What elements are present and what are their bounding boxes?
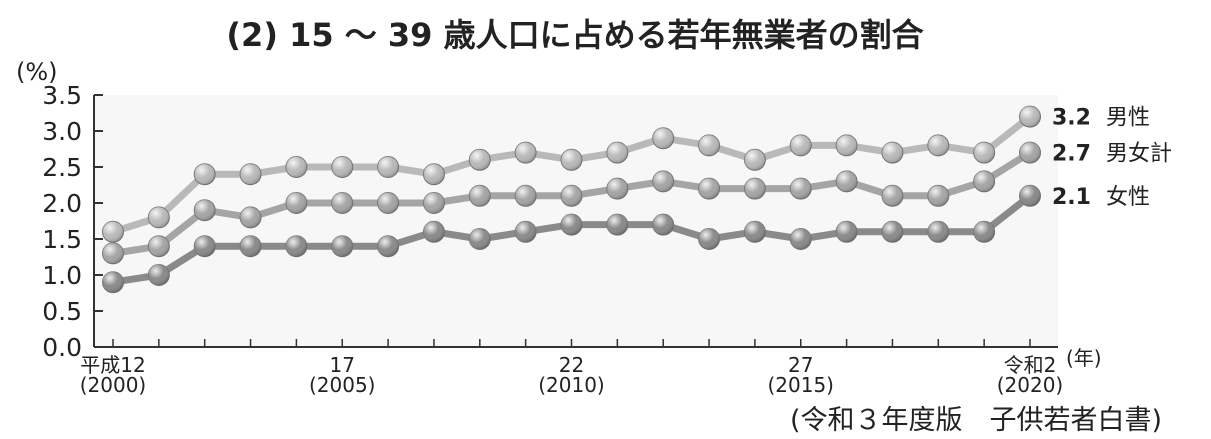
data-point-shading [927, 134, 949, 156]
x-tick-year: (2005) [309, 373, 376, 397]
data-point-shading [194, 199, 216, 221]
data-point-shading [973, 170, 995, 192]
chart-title: (2) 15 〜 39 歳人口に占める若年無業者の割合 [226, 16, 923, 54]
y-axis-label: (%) [16, 58, 58, 86]
data-point-shading [285, 235, 307, 257]
series-name-label: 男性 [1106, 106, 1150, 131]
data-point-shading [102, 242, 124, 264]
data-point-shading [881, 221, 903, 243]
data-point-shading [240, 163, 262, 185]
y-tick-label: 3.5 [42, 81, 82, 110]
data-point-shading [790, 178, 812, 200]
data-point-shading [606, 214, 628, 236]
series-end-value: 3.2 [1052, 106, 1091, 131]
data-point-shading [698, 228, 720, 250]
series-end-value: 2.1 [1052, 185, 1091, 210]
data-point-shading [285, 156, 307, 178]
data-point-shading [561, 214, 582, 236]
data-point-shading [194, 235, 216, 257]
data-point-shading [423, 221, 445, 243]
data-point-shading [1019, 185, 1041, 207]
data-point-shading [102, 221, 124, 243]
x-tick-label: 令和2 [1004, 353, 1057, 377]
y-tick-label: 0.0 [42, 333, 82, 362]
data-point-shading [1019, 106, 1041, 128]
data-point-shading [561, 185, 582, 207]
data-point-shading [194, 163, 216, 185]
data-point-shading [240, 206, 262, 228]
data-point-shading [469, 149, 491, 171]
data-point-shading [285, 192, 307, 214]
data-point-shading [331, 192, 353, 214]
data-point-shading [698, 134, 720, 156]
data-point-shading [331, 235, 353, 257]
y-tick-label: 1.5 [42, 225, 82, 254]
y-tick-label: 2.5 [42, 153, 82, 182]
data-point-shading [606, 142, 628, 164]
data-point-shading [652, 214, 674, 236]
data-point-shading [744, 149, 766, 171]
data-point-shading [652, 170, 674, 192]
data-point-shading [331, 156, 353, 178]
y-tick-label: 2.0 [42, 189, 82, 218]
data-point-shading [1019, 142, 1041, 164]
data-point-shading [377, 156, 399, 178]
data-point-shading [240, 235, 262, 257]
source-note: (令和３年度版 子供若者白書) [790, 405, 1163, 436]
data-point-shading [836, 221, 858, 243]
series-end-value: 2.7 [1052, 142, 1091, 167]
data-point-shading [606, 178, 628, 200]
series-name-label: 男女計 [1106, 142, 1172, 167]
x-tick-year: (2020) [997, 373, 1064, 397]
data-point-shading [102, 271, 124, 293]
data-point-shading [515, 221, 537, 243]
x-tick-year: (2010) [538, 373, 605, 397]
x-tick-year: (2000) [80, 373, 147, 397]
data-point-shading [973, 142, 995, 164]
data-point-shading [515, 142, 537, 164]
data-point-shading [836, 134, 858, 156]
data-point-shading [148, 235, 170, 257]
data-point-shading [377, 192, 399, 214]
data-point-shading [377, 235, 399, 257]
x-tick-label: 27 [788, 353, 813, 377]
data-point-shading [652, 127, 674, 149]
data-point-shading [881, 142, 903, 164]
data-point-shading [423, 163, 445, 185]
x-tick-label: 17 [330, 353, 355, 377]
data-point-shading [744, 221, 766, 243]
y-tick-label: 1.0 [42, 261, 82, 290]
data-point-shading [927, 185, 949, 207]
data-point-shading [790, 134, 812, 156]
data-point-shading [790, 228, 812, 250]
data-point-shading [148, 264, 170, 286]
data-point-shading [148, 206, 170, 228]
data-point-shading [423, 192, 445, 214]
data-point-shading [561, 149, 582, 171]
y-tick-label: 0.5 [42, 297, 82, 326]
data-point-shading [973, 221, 995, 243]
data-point-shading [469, 228, 491, 250]
data-point-shading [836, 170, 858, 192]
x-tick-label: 22 [559, 353, 584, 377]
x-tick-year: (2015) [767, 373, 834, 397]
data-point-shading [698, 178, 720, 200]
data-point-shading [881, 185, 903, 207]
data-point-shading [927, 221, 949, 243]
x-axis-label: (年) [1066, 346, 1102, 370]
series-name-label: 女性 [1106, 185, 1150, 210]
data-point-shading [515, 185, 537, 207]
x-tick-label: 平成12 [80, 353, 145, 377]
data-point-shading [469, 185, 491, 207]
data-point-shading [744, 178, 766, 200]
y-tick-label: 3.0 [42, 117, 82, 146]
